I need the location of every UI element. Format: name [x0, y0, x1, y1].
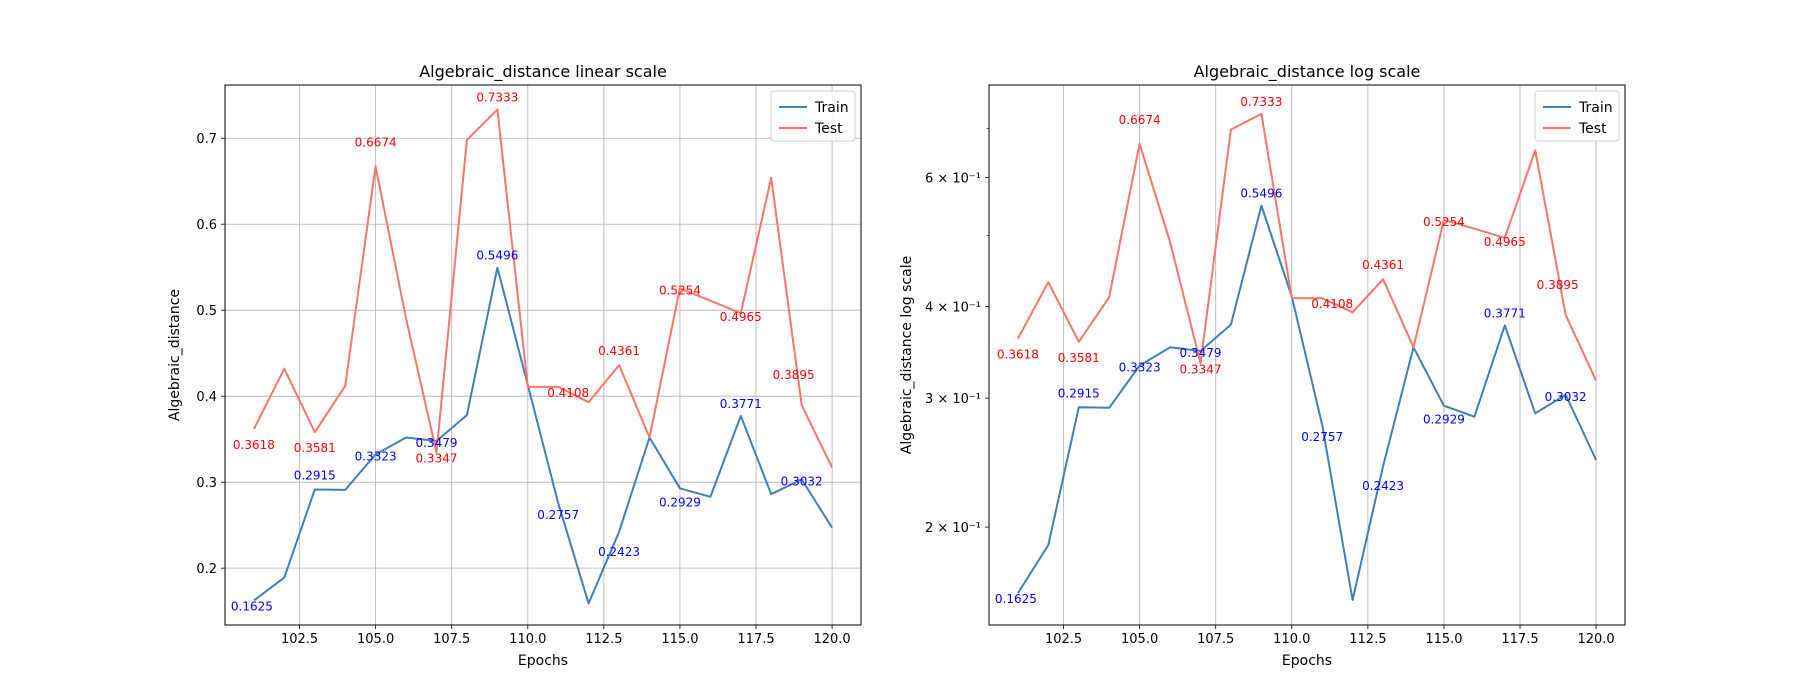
x-tick-label: 112.5: [1349, 632, 1386, 647]
data-label-train: 0.2757: [537, 508, 579, 522]
data-label-train: 0.3479: [1179, 346, 1221, 360]
legend: Train Test: [1534, 90, 1620, 142]
axes-frame: [224, 84, 862, 626]
data-label-test: 0.6674: [1119, 113, 1161, 127]
x-tick-label: 107.5: [433, 632, 470, 647]
data-label-test: 0.3895: [773, 368, 815, 382]
data-label-test: 0.4108: [1311, 297, 1353, 311]
y-tick-label: 6 × 10⁻¹: [925, 172, 981, 187]
x-axis-label: Epochs: [518, 653, 568, 669]
data-label-test: 0.3581: [294, 441, 336, 455]
data-label-train: 0.1625: [995, 592, 1037, 606]
x-tick-label: 120.0: [813, 632, 850, 647]
data-label-test: 0.5254: [1423, 215, 1465, 229]
axes-frame: [988, 84, 1626, 626]
data-label-train: 0.3479: [415, 436, 457, 450]
data-label-train: 0.3032: [781, 474, 823, 488]
y-tick-label: 0.5: [196, 304, 217, 319]
x-tick-label: 102.5: [1045, 632, 1082, 647]
x-tick-label: 110.0: [509, 632, 546, 647]
y-tick-label: 0.6: [196, 218, 217, 233]
data-label-test: 0.5254: [659, 283, 701, 297]
y-axis-label: Algebraic_distance: [167, 289, 183, 421]
series-line-train: [1017, 204, 1598, 601]
y-tick-label: 0.3: [196, 476, 217, 491]
x-tick-label: 115.0: [661, 632, 698, 647]
x-tick-label: 102.5: [281, 632, 318, 647]
x-tick-label: 117.5: [737, 632, 774, 647]
data-label-test: 0.4108: [547, 386, 589, 400]
y-tick-label: 3 × 10⁻¹: [925, 392, 981, 407]
data-label-test: 0.4361: [598, 344, 640, 358]
x-tick-label: 105.0: [1121, 632, 1158, 647]
x-tick-label: 112.5: [585, 632, 622, 647]
chart-title: Algebraic_distance log scale: [1194, 62, 1421, 82]
legend-label-test: Test: [1578, 121, 1607, 137]
data-label-test: 0.3618: [233, 438, 275, 452]
data-label-train: 0.5496: [476, 249, 518, 263]
y-tick-label: 2 × 10⁻¹: [925, 521, 981, 536]
data-label-train: 0.3323: [1119, 361, 1161, 375]
data-label-train: 0.3771: [720, 397, 762, 411]
series-line-train: [253, 266, 833, 605]
x-tick-label: 107.5: [1197, 632, 1234, 647]
data-label-test: 0.3895: [1537, 278, 1579, 292]
data-label-test: 0.6674: [355, 135, 397, 149]
data-label-train: 0.2929: [659, 495, 701, 509]
series-line-test: [1017, 112, 1598, 382]
data-label-test: 0.7333: [476, 91, 518, 105]
data-label-test: 0.7333: [1240, 95, 1282, 109]
legend-label-test: Test: [814, 121, 843, 137]
series-line-test: [253, 108, 833, 469]
data-label-train: 0.3771: [1484, 306, 1526, 320]
chart-log: 102.5 105.0 107.5 110.0 112.5 115.0 117.5 120.0…: [899, 62, 1626, 669]
x-axis-label: Epochs: [1282, 653, 1332, 669]
y-axis-label: Algebraic_distance log scale: [899, 256, 915, 454]
data-label-test: 0.4965: [720, 310, 762, 324]
x-tick-label: 110.0: [1273, 632, 1310, 647]
data-label-test: 0.3618: [997, 348, 1039, 362]
data-label-test: 0.4965: [1484, 235, 1526, 249]
data-label-train: 0.2757: [1301, 430, 1343, 444]
chart-title: Algebraic_distance linear scale: [419, 62, 667, 82]
legend-label-train: Train: [1578, 100, 1613, 116]
legend: Train Test: [770, 90, 856, 142]
data-label-train: 0.3323: [355, 449, 397, 463]
data-label-train: 0.2915: [1058, 386, 1100, 400]
chart-linear: 102.5 105.0 107.5 110.0 112.5 115.0 117.5 120.0…: [167, 62, 862, 669]
data-label-train: 0.3032: [1545, 390, 1587, 404]
data-label-train: 0.2915: [294, 468, 336, 482]
data-label-train: 0.2929: [1423, 413, 1465, 427]
y-tick-label: 0.2: [196, 562, 217, 577]
data-label-train: 0.5496: [1240, 187, 1282, 201]
y-tick-label: 0.4: [196, 390, 217, 405]
y-tick-label: 0.7: [196, 132, 217, 147]
data-label-train: 0.1625: [231, 599, 273, 613]
data-label-test: 0.4361: [1362, 258, 1404, 272]
data-label-test: 0.3347: [415, 451, 457, 465]
legend-label-train: Train: [814, 100, 849, 116]
x-tick-label: 120.0: [1577, 632, 1614, 647]
x-tick-label: 105.0: [357, 632, 394, 647]
data-label-test: 0.3581: [1058, 351, 1100, 365]
data-label-train: 0.2423: [598, 545, 640, 559]
data-label-test: 0.3347: [1179, 362, 1221, 376]
data-label-train: 0.2423: [1362, 479, 1404, 493]
x-tick-label: 117.5: [1501, 632, 1538, 647]
y-tick-label: 4 × 10⁻¹: [925, 301, 981, 316]
x-tick-label: 115.0: [1425, 632, 1462, 647]
